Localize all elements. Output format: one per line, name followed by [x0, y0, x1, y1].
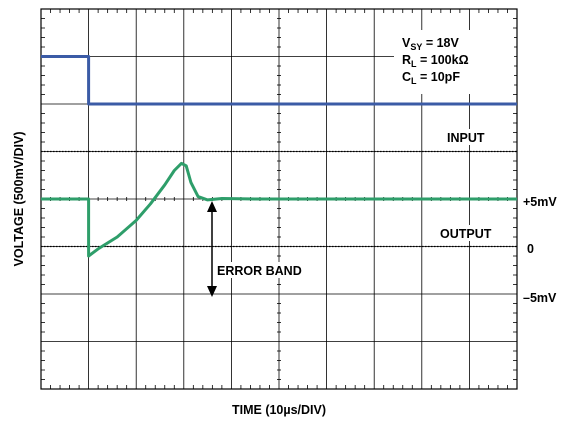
y-axis-label: VOLTAGE (500mV/DIV) [12, 132, 26, 267]
band-label-plus5mv: +5mV [523, 195, 557, 209]
series-label-output: OUTPUT [440, 227, 492, 241]
error-band-label: ERROR BAND [217, 264, 302, 278]
traces [41, 55, 517, 258]
error-band-arrow [207, 201, 217, 297]
error-band-lines [41, 150, 517, 248]
conditions-box [394, 30, 514, 94]
x-axis-label: TIME (10µs/DIV) [232, 403, 326, 417]
condition-cl: CL = 10pF [402, 70, 460, 86]
trace-output [41, 161, 517, 258]
trace-input [41, 55, 517, 106]
series-label-input: INPUT [447, 131, 485, 145]
band-label-zero: 0 [527, 242, 534, 256]
output-label-bg [437, 225, 507, 241]
error-band-label-bg [214, 262, 306, 278]
input-label-bg [444, 129, 498, 145]
band-label-minus5mv: –5mV [523, 291, 557, 305]
condition-vsy: VSY = 18V [402, 36, 460, 52]
condition-rl: RL = 100kΩ [402, 53, 469, 69]
